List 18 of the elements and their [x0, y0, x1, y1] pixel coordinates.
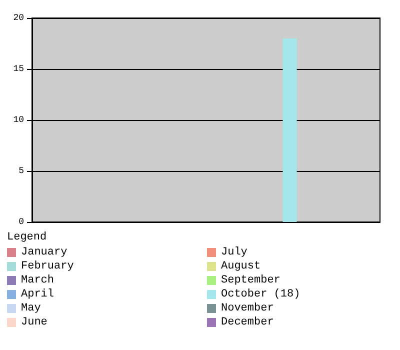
y-tick-label: 10 — [13, 115, 24, 125]
legend-label: February — [21, 260, 74, 272]
y-tick-label: 0 — [18, 217, 24, 227]
legend-title: Legend — [7, 232, 47, 244]
legend-label: August — [221, 260, 261, 272]
legend-label: April — [21, 288, 54, 300]
legend-label: January — [21, 246, 68, 258]
y-tick-label: 20 — [13, 13, 24, 23]
legend-label: October (18) — [221, 288, 300, 300]
legend-label: November — [221, 302, 274, 314]
legend-label: May — [21, 302, 42, 314]
y-tick-label: 5 — [18, 166, 24, 176]
legend-label: July — [221, 246, 248, 258]
y-tick-label: 15 — [13, 64, 24, 74]
legend-label: June — [21, 316, 48, 328]
legend-label: December — [221, 316, 274, 328]
legend-label: September — [221, 274, 280, 286]
legend-label: March — [21, 274, 54, 286]
